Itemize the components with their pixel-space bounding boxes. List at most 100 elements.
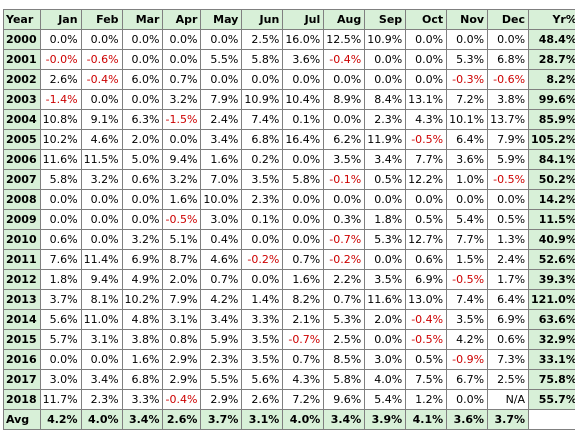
- return-cell: 3.5%: [241, 349, 284, 370]
- return-cell: 0.0%: [121, 189, 164, 210]
- return-cell: 0.0%: [162, 29, 202, 50]
- return-cell: 8.5%: [323, 349, 366, 370]
- return-cell: 0.0%: [121, 29, 164, 50]
- return-cell: 9.4%: [80, 269, 123, 290]
- return-cell: 5.8%: [323, 369, 366, 390]
- year-cell: 2000: [3, 29, 41, 50]
- return-cell: 7.9%: [487, 129, 530, 150]
- return-cell: 3.2%: [162, 169, 202, 190]
- return-cell: 6.8%: [487, 49, 530, 70]
- return-cell: 6.3%: [121, 109, 164, 130]
- return-cell: 5.5%: [200, 49, 243, 70]
- return-cell: 9.4%: [162, 149, 202, 170]
- return-cell: -0.6%: [487, 69, 530, 90]
- year-cell: 2015: [3, 329, 41, 350]
- return-cell: 1.6%: [282, 269, 325, 290]
- return-cell: 0.1%: [282, 109, 325, 130]
- return-cell: 0.0%: [405, 69, 448, 90]
- year-cell: 2010: [3, 229, 41, 250]
- return-cell: 11.9%: [364, 129, 407, 150]
- yearly-total-cell: 50.2%: [528, 169, 575, 190]
- yearly-total-cell: 63.6%: [528, 309, 575, 330]
- return-cell: 13.0%: [405, 289, 448, 310]
- return-cell: 7.4%: [241, 109, 284, 130]
- return-cell: 0.0%: [80, 229, 123, 250]
- column-header-aug: Aug: [323, 9, 366, 30]
- return-cell: 3.4%: [200, 129, 243, 150]
- return-cell: 1.6%: [200, 149, 243, 170]
- return-cell: 0.5%: [364, 169, 407, 190]
- table-row: 2010 0.6% 0.0% 3.2% 5.1% 0.4% 0.0% 0.0% -0.7% 5.3…: [3, 229, 575, 250]
- return-cell: 2.1%: [282, 309, 325, 330]
- yearly-total-cell: 14.2%: [528, 189, 575, 210]
- table-row: 2011 7.6% 11.4% 6.9% 8.7% 4.6% -0.2% 0.7% -0.2% 0…: [3, 249, 575, 270]
- return-cell: 0.0%: [162, 129, 202, 150]
- return-cell: 7.7%: [405, 149, 448, 170]
- table-row: 2007 5.8% 3.2% 0.6% 3.2% 7.0% 3.5% 5.8% -0.1% 0.5…: [3, 169, 575, 190]
- return-cell: 11.7%: [39, 389, 82, 410]
- return-cell: 2.4%: [487, 249, 530, 270]
- return-cell: 0.4%: [200, 229, 243, 250]
- return-cell: 3.4%: [364, 149, 407, 170]
- return-cell: 0.0%: [39, 189, 82, 210]
- return-cell: 5.3%: [323, 309, 366, 330]
- return-cell: 0.0%: [364, 189, 407, 210]
- average-label: Avg: [3, 409, 41, 430]
- average-cell: 3.4%: [323, 409, 366, 430]
- return-cell: 0.0%: [405, 29, 448, 50]
- table-row: 2006 11.6% 11.5% 5.0% 9.4% 1.6% 0.2% 0.0% 3.5% 3.…: [3, 149, 575, 170]
- year-cell: 2013: [3, 289, 41, 310]
- average-yearly-cell: [528, 409, 575, 430]
- return-cell: 0.1%: [241, 209, 284, 230]
- average-cell: 4.1%: [405, 409, 448, 430]
- year-cell: 2018: [3, 389, 41, 410]
- return-cell: 0.0%: [323, 189, 366, 210]
- return-cell: 2.4%: [200, 109, 243, 130]
- return-cell: -0.6%: [80, 49, 123, 70]
- yearly-total-cell: 40.9%: [528, 229, 575, 250]
- return-cell: 4.3%: [405, 109, 448, 130]
- return-cell: 5.5%: [200, 369, 243, 390]
- year-cell: 2005: [3, 129, 41, 150]
- return-cell: -0.5%: [405, 329, 448, 350]
- return-cell: 0.0%: [121, 49, 164, 70]
- yearly-total-cell: 84.1%: [528, 149, 575, 170]
- return-cell: 4.6%: [200, 249, 243, 270]
- return-cell: 5.4%: [446, 209, 489, 230]
- column-header-jan: Jan: [39, 9, 82, 30]
- return-cell: 0.0%: [200, 69, 243, 90]
- return-cell: 1.3%: [487, 229, 530, 250]
- return-cell: 3.4%: [80, 369, 123, 390]
- table-row: 2000 0.0% 0.0% 0.0% 0.0% 0.0% 2.5% 16.0% 12.5% 10…: [3, 29, 575, 50]
- return-cell: 2.3%: [364, 109, 407, 130]
- yearly-total-cell: 32.9%: [528, 329, 575, 350]
- average-cell: 3.7%: [487, 409, 530, 430]
- column-header-mar: Mar: [121, 9, 164, 30]
- yearly-total-cell: 99.6%: [528, 89, 575, 110]
- yearly-total-cell: 75.8%: [528, 369, 575, 390]
- return-cell: 0.0%: [80, 29, 123, 50]
- return-cell: 3.0%: [364, 349, 407, 370]
- return-cell: 4.3%: [282, 369, 325, 390]
- return-cell: 7.2%: [446, 89, 489, 110]
- return-cell: 10.4%: [282, 89, 325, 110]
- yearly-total-cell: 48.4%: [528, 29, 575, 50]
- yearly-total-cell: 39.3%: [528, 269, 575, 290]
- return-cell: -1.4%: [39, 89, 82, 110]
- return-cell: 7.3%: [487, 349, 530, 370]
- return-cell: -0.7%: [323, 229, 366, 250]
- return-cell: 0.0%: [487, 189, 530, 210]
- return-cell: -0.4%: [80, 69, 123, 90]
- return-cell: 10.1%: [446, 109, 489, 130]
- year-cell: 2008: [3, 189, 41, 210]
- return-cell: 3.2%: [121, 229, 164, 250]
- return-cell: 0.0%: [446, 29, 489, 50]
- return-cell: 7.0%: [200, 169, 243, 190]
- return-cell: 3.2%: [80, 169, 123, 190]
- return-cell: 0.0%: [323, 69, 366, 90]
- return-cell: 10.0%: [200, 189, 243, 210]
- return-cell: 0.0%: [323, 109, 366, 130]
- return-cell: 6.0%: [121, 69, 164, 90]
- return-cell: 4.6%: [80, 129, 123, 150]
- column-header-sep: Sep: [364, 9, 407, 30]
